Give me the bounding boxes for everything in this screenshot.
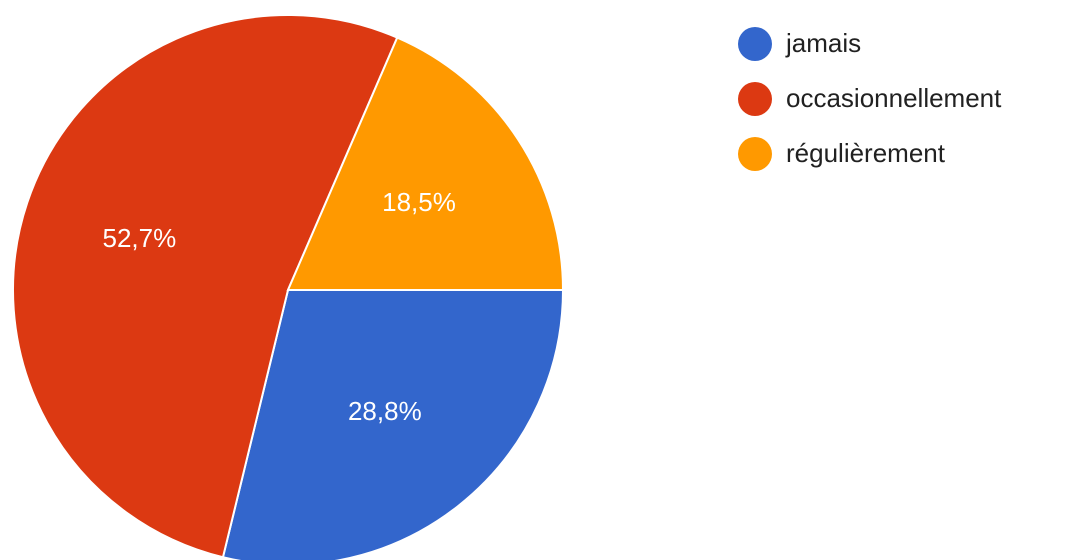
legend-label: jamais [786, 28, 862, 58]
pie-slice-occasionnellement[interactable] [12, 14, 399, 559]
legend-item-regulierement[interactable]: régulièrement [738, 126, 1001, 181]
slice-value-label: 52,7% [103, 223, 177, 253]
pie-slice-regulierement[interactable] [286, 36, 565, 291]
pie-value-labels: 28,8% 52,7% 18,5% [103, 187, 456, 426]
legend-label: régulièrement [786, 138, 945, 168]
legend-swatch-regulierement [738, 136, 772, 171]
legend-label: occasionnellement [786, 83, 1002, 113]
legend-swatch-jamais [738, 26, 772, 61]
slice-value-label: 28,8% [348, 396, 422, 426]
slice-value-label: 18,5% [382, 187, 456, 217]
chart-legend: jamais occasionnellement régulièrement [738, 16, 1001, 181]
pie-slices [12, 14, 565, 560]
pie-slice-jamais[interactable] [221, 289, 565, 560]
legend-item-occasionnellement[interactable]: occasionnellement [738, 71, 1001, 126]
legend-swatch-occasionnellement [738, 81, 772, 116]
legend-item-jamais[interactable]: jamais [738, 16, 1001, 71]
